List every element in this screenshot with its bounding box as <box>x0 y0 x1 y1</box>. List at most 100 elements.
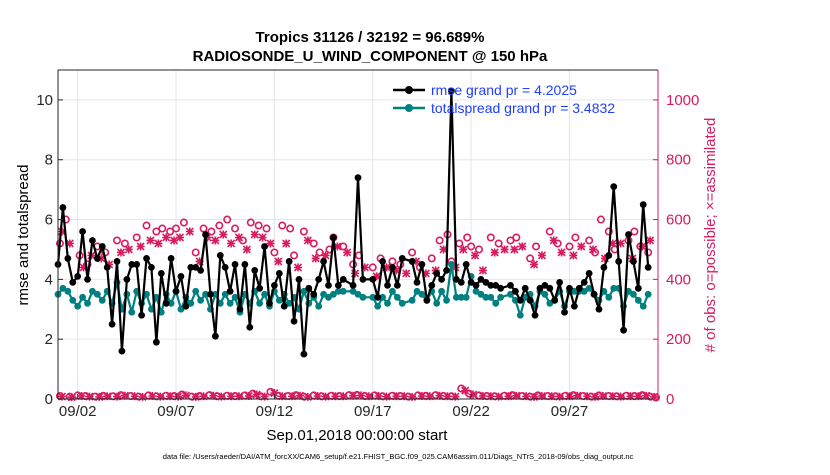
obs-assimilated-marker-low <box>555 392 564 401</box>
obs-assimilated-marker <box>282 239 291 248</box>
rmse-point <box>580 278 588 286</box>
obs-possible-marker <box>262 224 271 233</box>
rmse-point <box>644 264 652 271</box>
obs-assimilated-marker-low <box>537 391 546 401</box>
obs-possible-marker <box>191 248 200 257</box>
totalspread-point <box>59 284 67 292</box>
obs-assimilated-marker <box>549 236 558 245</box>
obs-possible-marker <box>585 236 594 245</box>
obs-assimilated-marker-low <box>191 392 200 401</box>
totalspread-point <box>384 299 391 307</box>
totalspread-point <box>325 293 332 301</box>
obs-possible-marker <box>506 236 515 245</box>
obs-possible-marker <box>526 254 535 263</box>
obs-possible-marker <box>158 224 167 233</box>
obs-assimilated-marker <box>421 269 430 278</box>
obs-assimilated-marker <box>293 263 303 272</box>
totalspread-point <box>89 287 96 295</box>
totalspread-point <box>197 296 205 304</box>
totalspread-point <box>610 284 618 292</box>
obs-assimilated-marker <box>600 254 609 263</box>
obs-assimilated-marker-low <box>148 391 157 401</box>
rmse-point <box>398 255 406 262</box>
rmse-point <box>511 287 519 295</box>
rmse-point <box>334 281 342 289</box>
obs-assimilated-marker-low <box>260 392 269 401</box>
rmse-point <box>615 258 623 265</box>
totalspread-point <box>93 290 101 298</box>
obs-assimilated-marker-low <box>486 392 495 401</box>
y-tick-label-left: 2 <box>45 331 53 348</box>
obs-assimilated-marker <box>274 257 283 266</box>
obs-assimilated-marker-low <box>364 392 373 401</box>
rmse-point <box>561 308 568 316</box>
obs-possible-marker <box>223 215 232 224</box>
rmse-point <box>305 284 313 292</box>
rmse-point <box>482 278 490 286</box>
obs-assimilated-marker-low <box>209 391 218 400</box>
x-tick-label: 09/22 <box>452 403 490 420</box>
rmse-point <box>216 252 224 259</box>
obs-assimilated-marker-low <box>478 391 487 401</box>
obs-assimilated-marker-low <box>331 392 340 401</box>
totalspread-point <box>443 296 450 304</box>
obs-assimilated-marker <box>242 245 251 254</box>
obs-assimilated-marker <box>185 227 194 236</box>
obs-possible-marker <box>286 224 295 233</box>
legend-rmse-label: rmse grand pr = 4.2025 <box>431 82 577 98</box>
axes-layer: 09/02 09/07 09/12 09/17 09/22 09/27 0 2 4 6 8 10 0 20… <box>36 69 699 420</box>
obs-assimilated-marker <box>162 233 171 242</box>
legend-rmse-marker <box>405 86 413 94</box>
rmse-point <box>143 255 150 262</box>
rmse-point <box>89 237 96 244</box>
obs-possible-marker <box>132 233 141 242</box>
totalspread-point <box>315 302 323 310</box>
obs-assimilated-marker-low <box>650 392 659 401</box>
obs-assimilated-marker <box>195 257 204 266</box>
totalspread-point <box>639 302 647 310</box>
rmse-point <box>157 269 165 277</box>
rmse-point <box>423 296 431 304</box>
obs-assimilated-marker <box>203 233 212 242</box>
totalspread-point <box>457 293 465 301</box>
obs-assimilated-marker-low <box>408 392 417 401</box>
obs-assimilated-marker <box>577 242 586 251</box>
obs-assimilated-marker-low <box>295 391 305 400</box>
x-tick-label: 09/02 <box>59 403 97 420</box>
rmse-point <box>531 311 539 319</box>
rmse-point <box>285 258 293 265</box>
obs-assimilated-marker-low <box>120 391 129 400</box>
obs-assimilated-marker-low <box>504 392 513 401</box>
obs-assimilated-marker <box>175 233 185 242</box>
obs-possible-marker <box>120 239 129 248</box>
rmse-point <box>413 278 421 286</box>
totalspread-point <box>644 290 652 298</box>
obs-assimilated-marker <box>411 257 421 266</box>
rmse-point <box>369 275 377 283</box>
y-tick-label-right: 0 <box>666 391 674 408</box>
totalspread-point <box>393 293 401 301</box>
rmse-point <box>64 255 72 262</box>
obs-assimilated-marker-low <box>530 392 539 401</box>
y-tick-label-right: 800 <box>666 152 691 169</box>
totalspread-point <box>511 296 519 304</box>
obs-assimilated-marker <box>439 245 448 254</box>
totalspread-point <box>275 296 283 304</box>
totalspread-point <box>256 299 264 307</box>
rmse-point <box>467 278 475 286</box>
totalspread-point <box>64 287 72 295</box>
obs-assimilated-marker-low <box>382 392 391 401</box>
obs-assimilated-marker-low <box>400 392 409 401</box>
rmse-point <box>393 281 401 289</box>
rmse-point <box>98 243 106 250</box>
obs-assimilated-marker-low <box>77 391 86 401</box>
obs-possible-marker <box>215 221 224 230</box>
obs-assimilated-marker-low <box>166 392 175 401</box>
rmse-point <box>570 302 578 310</box>
obs-assimilated-marker <box>321 251 330 260</box>
obs-possible-marker <box>172 224 181 233</box>
obs-assimilated-marker-low <box>522 392 531 401</box>
obs-assimilated-marker-low <box>349 391 358 400</box>
rmse-point <box>167 255 175 262</box>
series-layer <box>54 87 652 358</box>
